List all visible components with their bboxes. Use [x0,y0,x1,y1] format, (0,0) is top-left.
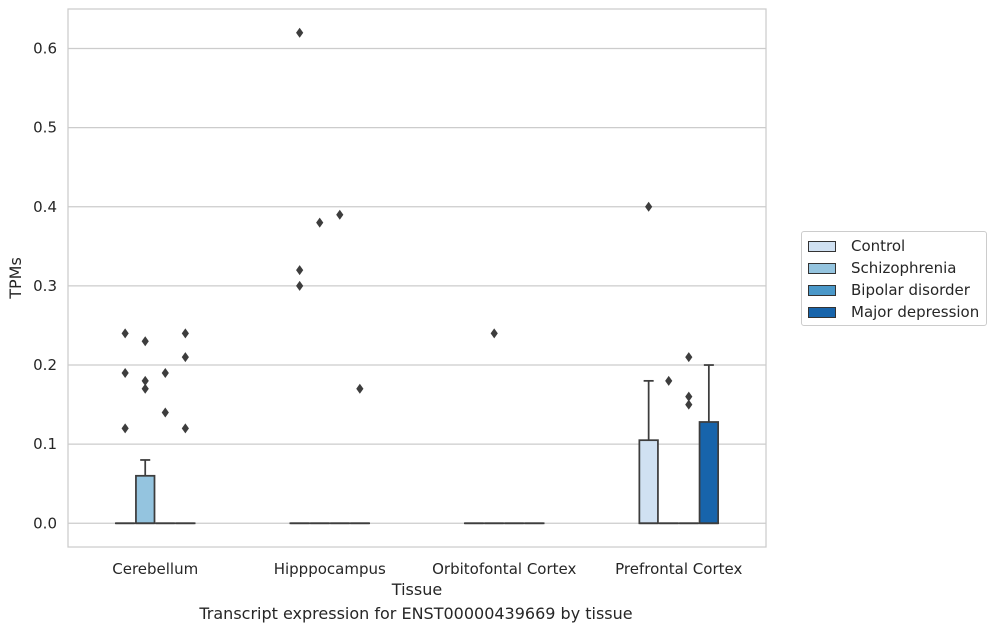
legend-item-schizophrenia: Schizophrenia [808,257,956,279]
box-schizophrenia-orbitofontal-cortex [484,328,505,525]
y-tick-label: 0.0 [33,514,57,532]
box-bipolar-disorder-cerebellum [155,367,176,525]
outlier-point [121,423,129,434]
box-major-depression-prefrontal-cortex [698,364,720,525]
figure-caption: Transcript expression for ENST0000043966… [199,604,633,623]
legend: Control Schizophrenia Bipolar disorder M… [801,231,987,326]
outlier-point [181,352,189,363]
box-control-prefrontal-cortex [638,201,659,525]
y-tick-label: 0.4 [33,198,57,216]
legend-item-bipolar-disorder: Bipolar disorder [808,279,970,301]
legend-swatch-control [808,240,836,252]
outlier-point [356,383,364,394]
outlier-point [296,27,304,38]
legend-label-bipolar-disorder: Bipolar disorder [851,281,970,299]
y-tick-label: 0.2 [33,356,57,374]
outlier-point [121,367,129,378]
legend-item-control: Control [808,235,905,257]
x-tick-label: Cerebellum [112,560,198,578]
plot-frame [67,8,767,548]
box-schizophrenia-prefrontal-cortex [658,375,679,525]
box-groups [114,27,720,525]
box-major-depression-cerebellum [175,328,196,525]
box-body [638,439,659,525]
x-tick-label: Orbitofontal Cortex [432,560,576,578]
box-major-depression-hipppocampus [349,383,371,525]
legend-swatch-bipolar-disorder [808,284,836,296]
outlier-point [121,328,129,339]
plot-background [68,9,766,547]
y-tick-label: 0.5 [33,119,57,137]
outlier-point [685,352,693,363]
x-tick-label: Hipppocampus [274,560,386,578]
box-body [135,474,156,525]
x-tick-labels: Cerebellum Hipppocampus Orbitofontal Corte… [112,560,742,578]
box-bipolar-disorder-prefrontal-cortex [678,352,699,525]
legend-swatch-schizophrenia [808,262,836,274]
outlier-point [181,423,189,434]
box-bipolar-disorder-hipppocampus [329,209,350,525]
y-tick-label: 0.6 [33,40,57,58]
x-axis-label: Tissue [391,580,442,599]
outlier-point [161,367,169,378]
y-tick-labels: 0.0 0.1 0.2 0.3 0.4 0.5 0.6 [33,40,57,533]
box-body [698,421,720,525]
y-tick-label: 0.1 [33,435,57,453]
outlier-point [685,391,693,402]
legend-label-schizophrenia: Schizophrenia [851,259,957,277]
outlier-point [316,217,324,228]
box-schizophrenia-hipppocampus [309,217,330,525]
box-control-cerebellum [114,328,136,525]
outlier-point [141,383,149,394]
outlier-point [141,375,149,386]
outlier-point [336,209,344,220]
y-tick-label: 0.3 [33,277,57,295]
outlier-point [296,265,304,276]
outlier-point [296,280,304,291]
legend-label-major-depression: Major depression [851,303,980,321]
outlier-point [181,328,189,339]
outlier-point [490,328,498,339]
x-tick-label: Prefrontal Cortex [615,560,742,578]
box-schizophrenia-cerebellum [135,336,156,525]
outlier-point [141,336,149,347]
outlier-point [161,407,169,418]
legend-item-major-depression: Major depression [808,301,979,323]
legend-label-control: Control [851,237,906,255]
outlier-point [685,399,693,410]
legend-swatch-major-depression [808,306,836,318]
outlier-point [645,201,653,212]
box-control-hipppocampus [289,27,310,525]
y-axis-label: TPMs [6,257,25,300]
outlier-point [665,375,673,386]
